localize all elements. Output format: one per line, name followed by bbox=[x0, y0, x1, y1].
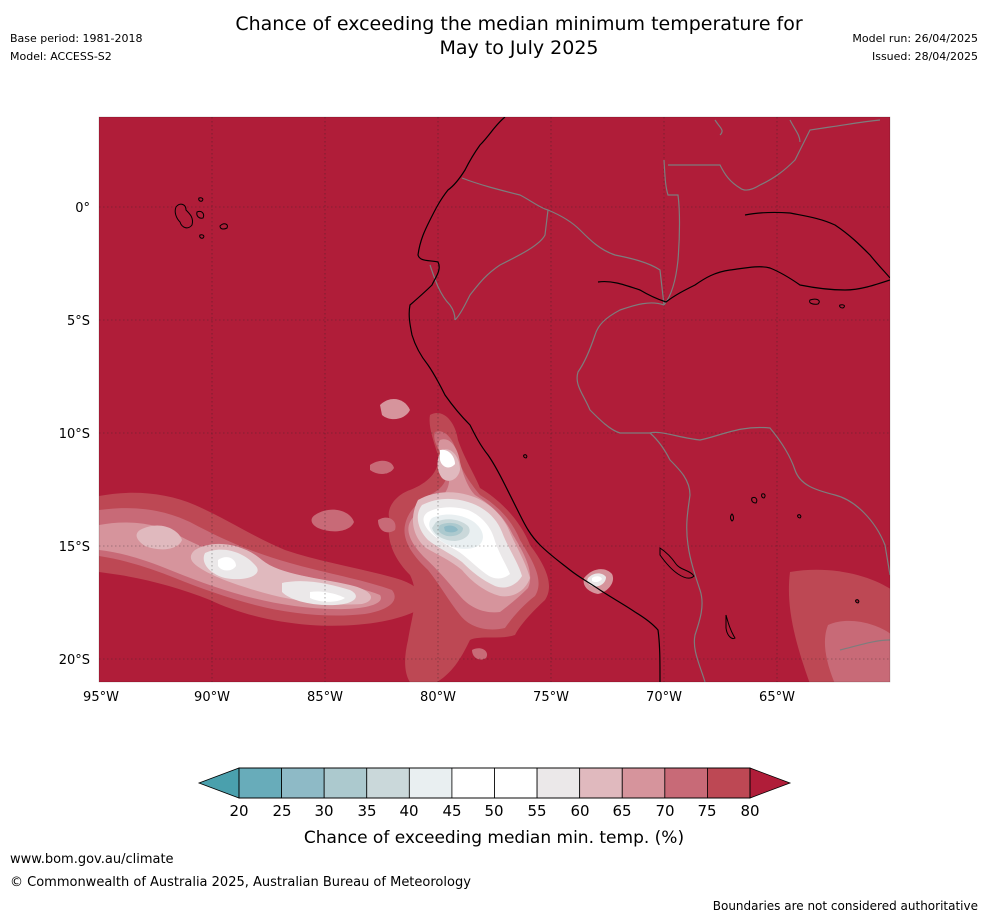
colorbar-cell bbox=[494, 767, 538, 799]
lon-label: 75°W bbox=[533, 690, 569, 705]
colorbar-tick-label: 45 bbox=[442, 802, 461, 820]
colorbar-cell bbox=[366, 767, 410, 799]
colorbar-low-extension bbox=[197, 767, 240, 799]
colorbar-tick-label: 70 bbox=[655, 802, 674, 820]
lat-label: 5°S bbox=[67, 314, 90, 329]
lon-label: 70°W bbox=[646, 690, 682, 705]
contour-central-coast bbox=[311, 398, 549, 682]
colorbar-tick-label: 75 bbox=[697, 802, 716, 820]
colorbar-high-extension bbox=[749, 767, 792, 799]
lon-label: 65°W bbox=[759, 690, 795, 705]
contour-south-coast bbox=[583, 569, 614, 594]
colorbar-tick-label: 40 bbox=[399, 802, 418, 820]
country-borders bbox=[429, 119, 890, 682]
contour-southeast bbox=[788, 569, 890, 682]
colorbar-cell bbox=[579, 767, 623, 799]
lon-label: 80°W bbox=[420, 690, 456, 705]
lon-label: 85°W bbox=[307, 690, 343, 705]
lat-axis-labels: 0° 5°S 10°S 15°S 20°S bbox=[59, 201, 90, 668]
colorbar-cells bbox=[238, 767, 751, 799]
lat-label: 10°S bbox=[59, 427, 90, 442]
lat-label: 0° bbox=[75, 201, 90, 216]
title-line-2: May to July 2025 bbox=[439, 37, 599, 59]
colorbar-tick-label: 55 bbox=[527, 802, 546, 820]
title-line-1: Chance of exceeding the median minimum t… bbox=[235, 13, 803, 35]
map-content bbox=[99, 117, 890, 682]
colorbar-cell bbox=[621, 767, 666, 799]
page-title: Chance of exceeding the median minimum t… bbox=[0, 12, 988, 60]
lon-label: 90°W bbox=[194, 690, 230, 705]
colorbar-cell bbox=[323, 767, 368, 799]
run-info-right: Model run: 26/04/2025 Issued: 28/04/2025 bbox=[852, 30, 978, 66]
colorbar-tick-label: 80 bbox=[740, 802, 759, 820]
lon-axis-labels: 95°W 90°W 85°W 80°W 75°W 70°W 65°W bbox=[83, 690, 795, 705]
source-url: www.bom.gov.au/climate bbox=[10, 852, 174, 867]
boundaries-note: Boundaries are not considered authoritat… bbox=[712, 899, 978, 913]
run-info-left: Base period: 1981-2018 Model: ACCESS-S2 bbox=[10, 30, 142, 66]
colorbar-cell bbox=[707, 767, 751, 799]
colorbar-cell bbox=[664, 767, 708, 799]
colorbar-tick-label: 50 bbox=[484, 802, 503, 820]
colorbar-cell bbox=[408, 767, 453, 799]
colorbar-tick-label: 25 bbox=[272, 802, 291, 820]
colorbar-tick-label: 60 bbox=[570, 802, 589, 820]
colorbar-title: Chance of exceeding median min. temp. (%… bbox=[304, 828, 684, 848]
colorbar-tick-label: 20 bbox=[229, 802, 248, 820]
model-run-text: Model run: 26/04/2025 bbox=[852, 32, 978, 45]
issued-text: Issued: 28/04/2025 bbox=[871, 50, 978, 63]
model-name-text: Model: ACCESS-S2 bbox=[10, 50, 112, 63]
colorbar-cell bbox=[451, 767, 495, 799]
lat-label: 15°S bbox=[59, 540, 90, 555]
lon-label: 95°W bbox=[83, 690, 119, 705]
lat-label: 20°S bbox=[59, 653, 90, 668]
colorbar-cell bbox=[536, 767, 581, 799]
contour-west-tongue bbox=[99, 492, 424, 626]
colorbar-tick-label: 35 bbox=[357, 802, 376, 820]
colorbar bbox=[197, 767, 792, 799]
colorbar-cell bbox=[238, 767, 282, 799]
colorbar-ticks: 20 25 30 35 40 45 50 55 60 65 70 75 80 bbox=[229, 802, 759, 820]
copyright-text: © Commonwealth of Australia 2025, Austra… bbox=[10, 875, 471, 890]
colorbar-cell bbox=[281, 767, 325, 799]
coastlines bbox=[408, 117, 890, 682]
base-period-text: Base period: 1981-2018 bbox=[10, 32, 143, 45]
small-islands bbox=[174, 197, 860, 639]
colorbar-tick-label: 30 bbox=[314, 802, 333, 820]
colorbar-tick-label: 65 bbox=[612, 802, 631, 820]
